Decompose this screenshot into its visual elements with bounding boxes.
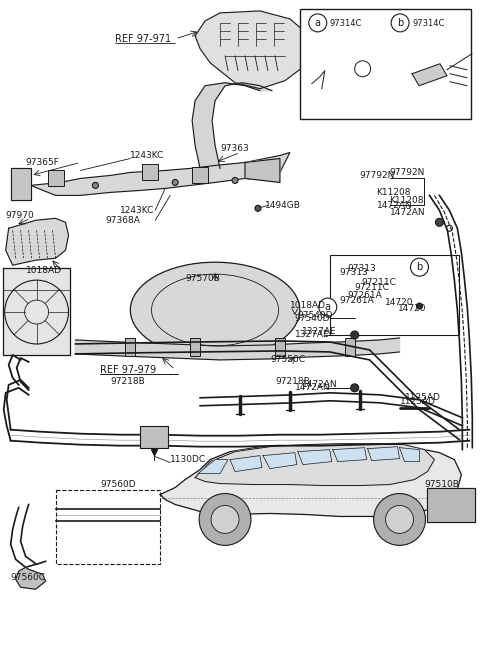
Polygon shape [3,268,71,355]
Text: 97550C: 97550C [270,355,305,365]
Polygon shape [75,338,399,360]
Circle shape [351,384,359,392]
Text: 97363: 97363 [220,144,249,153]
Circle shape [373,493,425,545]
Polygon shape [6,218,69,265]
Text: 97570B: 97570B [185,274,220,283]
Text: 97211C: 97211C [355,283,390,292]
Text: 1327AE: 1327AE [295,330,329,340]
Bar [142,164,158,181]
Text: REF 97-971: REF 97-971 [115,34,171,44]
Polygon shape [333,447,367,462]
Polygon shape [16,567,46,589]
Polygon shape [198,460,228,474]
Polygon shape [195,11,310,89]
Circle shape [255,206,261,212]
Text: 1472AN: 1472AN [377,201,412,210]
Bar [275,338,285,356]
Text: 97560C: 97560C [11,573,46,582]
Text: 97313: 97313 [348,263,376,273]
Polygon shape [195,443,434,486]
Text: 1125AD: 1125AD [405,394,440,402]
Text: 97560D: 97560D [100,480,136,489]
Text: 97313: 97313 [340,267,369,277]
Circle shape [417,303,422,309]
Bar [300,9,471,119]
Polygon shape [31,152,290,195]
Text: 1472AN: 1472AN [302,380,337,390]
Text: 1327AE: 1327AE [302,327,336,336]
Polygon shape [428,487,475,522]
Text: b: b [397,18,403,28]
Text: 97540D: 97540D [295,313,330,323]
Text: 1243KC: 1243KC [120,206,155,215]
Text: 1018AD: 1018AD [25,265,61,275]
Text: b: b [416,262,422,272]
Polygon shape [412,64,447,85]
Bar [345,338,355,356]
Text: 1130DC: 1130DC [170,455,206,464]
Ellipse shape [130,262,300,358]
Text: 97792N: 97792N [390,168,425,177]
Text: a: a [325,302,331,312]
Circle shape [319,298,336,316]
Text: 97261A: 97261A [340,296,374,305]
Text: K11208: K11208 [390,196,424,205]
Text: 1243KC: 1243KC [130,151,165,160]
Polygon shape [263,453,297,468]
Text: 1472AN: 1472AN [390,208,425,217]
Bar [56,489,160,564]
Bar [125,338,135,356]
Circle shape [93,183,98,189]
Polygon shape [160,443,461,516]
Text: 1018AD: 1018AD [290,300,326,309]
Bar [192,168,208,183]
Circle shape [385,505,413,533]
Text: 14720: 14720 [384,298,413,307]
Text: 97970: 97970 [6,211,35,220]
Polygon shape [399,447,420,462]
Bar [190,338,200,356]
Circle shape [351,331,359,339]
Text: 14720: 14720 [397,304,426,313]
Bar [140,426,168,447]
Circle shape [211,505,239,533]
Polygon shape [368,447,399,461]
Text: 97540D: 97540D [298,311,333,319]
Text: 97218B: 97218B [275,377,310,386]
Text: REF 97-979: REF 97-979 [100,365,156,375]
Text: 97314C: 97314C [412,20,444,28]
Circle shape [172,179,178,185]
Circle shape [435,218,444,226]
Text: K11208: K11208 [377,188,411,197]
Circle shape [199,493,251,545]
Circle shape [232,177,238,183]
Text: 97211C: 97211C [361,278,396,286]
Polygon shape [11,168,31,200]
Bar [330,255,459,335]
Text: a: a [315,18,321,28]
Bar [48,170,63,187]
Text: 1125AD: 1125AD [399,397,435,406]
Text: 1494GB: 1494GB [265,201,301,210]
Text: 97365F: 97365F [25,158,60,167]
Text: 97218B: 97218B [110,377,145,386]
Polygon shape [192,83,272,168]
Text: 97368A: 97368A [106,215,140,225]
Text: 97792N: 97792N [360,171,395,180]
Text: 97510B: 97510B [424,480,459,489]
Polygon shape [298,449,332,464]
Polygon shape [230,456,262,472]
Text: 97314C: 97314C [330,20,362,28]
Text: 1472AN: 1472AN [295,383,330,392]
Text: 97261A: 97261A [348,290,383,300]
Polygon shape [245,158,280,183]
